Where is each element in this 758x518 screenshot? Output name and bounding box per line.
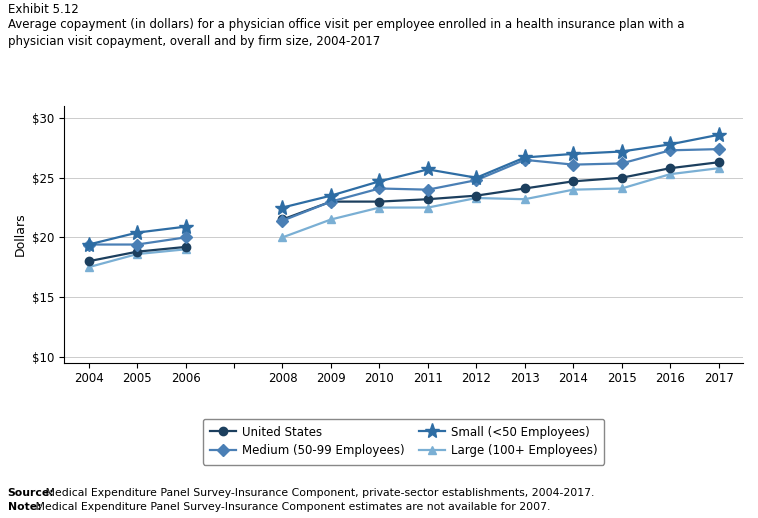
United States (568, 178, 578, 184)
Small (<50 Employees) (617, 148, 626, 154)
Medium (50-99 Employees) (568, 162, 578, 168)
Large (100+ Employees) (423, 205, 432, 211)
Large (100+ Employees) (375, 205, 384, 211)
Medium (50-99 Employees) (423, 186, 432, 193)
Medium (50-99 Employees) (714, 146, 723, 152)
Line: Medium (50-99 Employees): Medium (50-99 Employees) (278, 145, 723, 225)
Small (<50 Employees) (327, 193, 336, 199)
United States (520, 185, 529, 192)
Line: United States: United States (278, 158, 723, 224)
United States (471, 193, 481, 199)
United States (375, 198, 384, 205)
United States (666, 165, 675, 171)
Text: Exhibit 5.12: Exhibit 5.12 (8, 3, 78, 16)
Small (<50 Employees) (714, 132, 723, 138)
Legend: United States, Medium (50-99 Employees), Small (<50 Employees), Large (100+ Empl: United States, Medium (50-99 Employees),… (203, 419, 604, 465)
Small (<50 Employees) (666, 141, 675, 148)
Y-axis label: Dollars: Dollars (14, 212, 27, 256)
Large (100+ Employees) (568, 186, 578, 193)
Line: Large (100+ Employees): Large (100+ Employees) (278, 164, 723, 241)
United States (714, 159, 723, 165)
United States (617, 175, 626, 181)
Text: Source:: Source: (8, 488, 55, 498)
Medium (50-99 Employees) (278, 218, 287, 224)
Large (100+ Employees) (666, 171, 675, 177)
United States (327, 198, 336, 205)
Medium (50-99 Employees) (520, 157, 529, 163)
Line: Small (<50 Employees): Small (<50 Employees) (275, 127, 726, 215)
Large (100+ Employees) (714, 165, 723, 171)
Text: Note:: Note: (8, 502, 41, 512)
Small (<50 Employees) (471, 175, 481, 181)
Medium (50-99 Employees) (375, 185, 384, 192)
Large (100+ Employees) (520, 196, 529, 203)
Text: Medical Expenditure Panel Survey-Insurance Component, private-sector establishme: Medical Expenditure Panel Survey-Insuran… (42, 488, 594, 498)
Text: Medical Expenditure Panel Survey-Insurance Component estimates are not available: Medical Expenditure Panel Survey-Insuran… (32, 502, 550, 512)
Small (<50 Employees) (520, 154, 529, 161)
Small (<50 Employees) (423, 166, 432, 172)
Medium (50-99 Employees) (471, 177, 481, 183)
United States (423, 196, 432, 203)
Text: Average copayment (in dollars) for a physician office visit per employee enrolle: Average copayment (in dollars) for a phy… (8, 18, 684, 48)
Large (100+ Employees) (617, 185, 626, 192)
Medium (50-99 Employees) (327, 198, 336, 205)
Small (<50 Employees) (568, 151, 578, 157)
United States (278, 217, 287, 223)
Large (100+ Employees) (327, 217, 336, 223)
Small (<50 Employees) (375, 178, 384, 184)
Small (<50 Employees) (278, 205, 287, 211)
Large (100+ Employees) (278, 234, 287, 240)
Medium (50-99 Employees) (617, 161, 626, 167)
Medium (50-99 Employees) (666, 147, 675, 153)
Large (100+ Employees) (471, 195, 481, 201)
